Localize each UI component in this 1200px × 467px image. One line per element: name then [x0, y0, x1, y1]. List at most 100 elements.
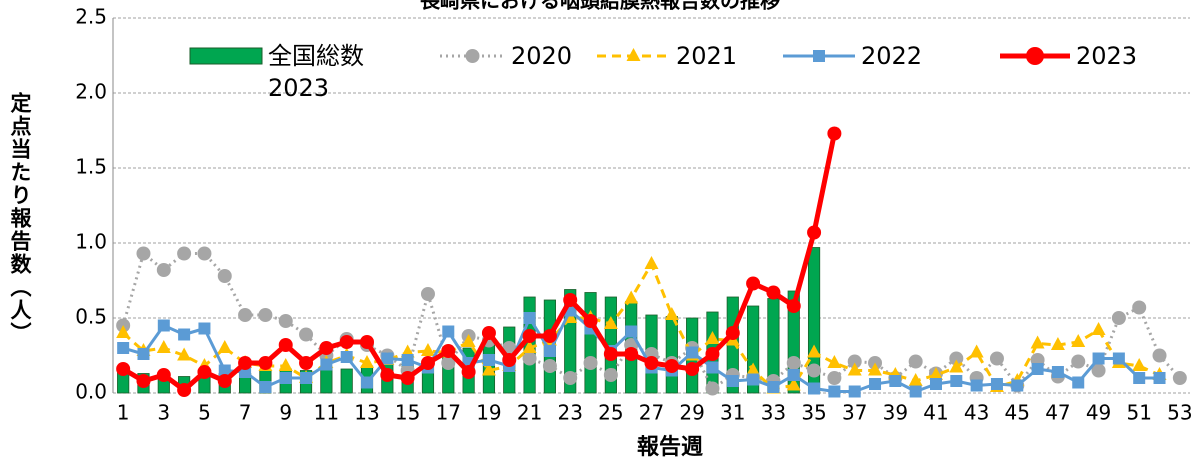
marker: [116, 362, 131, 376]
x-tick-label: 5: [198, 401, 211, 425]
x-tick-label: 39: [883, 401, 908, 425]
marker: [828, 385, 841, 398]
marker: [644, 256, 659, 269]
marker: [908, 373, 923, 386]
marker: [563, 293, 578, 307]
marker: [136, 374, 151, 388]
marker: [360, 335, 375, 349]
x-tick-label: 23: [557, 401, 582, 425]
marker: [807, 225, 822, 240]
marker: [827, 126, 842, 141]
legend-marker: [813, 50, 825, 62]
marker: [787, 369, 800, 381]
marker: [258, 308, 273, 322]
marker: [908, 354, 923, 369]
x-tick-label: 19: [476, 401, 501, 425]
marker: [136, 246, 151, 261]
marker: [625, 325, 638, 338]
marker: [441, 356, 456, 370]
marker: [197, 365, 212, 379]
marker: [177, 246, 192, 261]
marker: [1051, 366, 1064, 378]
marker: [117, 342, 130, 354]
marker: [767, 381, 780, 393]
marker: [746, 276, 761, 291]
legend-label: 2021: [676, 42, 738, 70]
marker: [868, 362, 883, 376]
marker: [848, 385, 861, 398]
legend-label: 2023: [1076, 42, 1138, 70]
x-tick-label: 3: [157, 401, 170, 425]
marker: [786, 377, 801, 391]
x-tick-label: 17: [436, 401, 461, 425]
marker: [420, 343, 435, 356]
bar: [665, 316, 678, 394]
marker: [990, 378, 1003, 390]
bar: [340, 368, 353, 394]
marker: [747, 373, 760, 386]
x-tick-label: 49: [1086, 401, 1111, 425]
marker: [542, 329, 557, 343]
y-tick-label: 2.0: [75, 80, 107, 104]
x-tick-label: 51: [1126, 401, 1151, 425]
marker: [177, 383, 192, 397]
x-tick-label: 9: [279, 401, 292, 425]
marker: [725, 326, 740, 340]
bar: [320, 367, 333, 394]
marker: [664, 359, 679, 373]
marker: [1112, 352, 1125, 365]
marker: [929, 378, 942, 390]
marker: [1071, 334, 1086, 347]
bar: [584, 292, 597, 394]
x-tick-label: 47: [1045, 401, 1070, 425]
x-tick-label: 37: [842, 401, 867, 425]
marker: [786, 356, 801, 370]
marker: [217, 269, 232, 283]
marker: [705, 381, 720, 396]
marker: [766, 285, 781, 300]
marker: [928, 367, 943, 380]
marker: [889, 375, 902, 387]
marker: [259, 381, 272, 393]
marker: [340, 351, 353, 363]
bar: [747, 305, 760, 394]
marker: [320, 358, 333, 371]
marker: [522, 329, 537, 343]
marker: [380, 368, 395, 382]
marker: [624, 347, 639, 361]
marker: [1031, 363, 1044, 375]
marker: [583, 314, 598, 328]
marker: [542, 359, 557, 373]
marker: [381, 352, 394, 365]
marker: [1050, 337, 1065, 350]
marker: [1091, 322, 1106, 335]
x-tick-label: 33: [761, 401, 786, 425]
series-line: [122, 309, 1160, 393]
x-tick-label: 11: [314, 401, 339, 425]
marker: [869, 378, 882, 390]
x-tick-label: 21: [517, 401, 542, 425]
marker: [686, 346, 699, 359]
x-tick-label: 1: [117, 401, 130, 425]
marker: [950, 375, 963, 387]
marker: [664, 307, 679, 320]
marker: [1091, 363, 1106, 378]
marker: [706, 361, 719, 374]
marker: [949, 359, 964, 373]
marker: [949, 351, 964, 366]
x-tick-label: 41: [923, 401, 948, 425]
marker: [807, 344, 822, 358]
x-tick-label: 35: [801, 401, 826, 425]
marker: [1071, 354, 1086, 369]
marker: [420, 356, 435, 370]
marker: [217, 374, 232, 388]
marker: [847, 362, 862, 376]
bar: [787, 290, 800, 394]
y-tick-label: 1.5: [75, 155, 107, 179]
marker: [522, 340, 537, 353]
marker: [218, 364, 231, 377]
marker: [1092, 352, 1105, 365]
marker: [482, 354, 495, 366]
